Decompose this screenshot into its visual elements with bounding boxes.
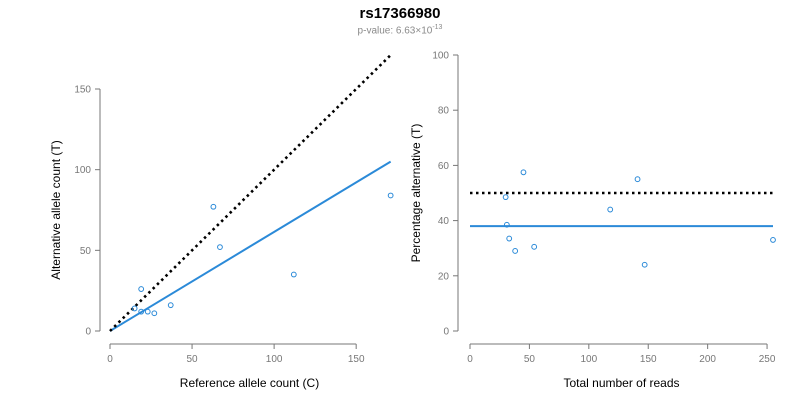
x-tick-label: 250 — [759, 354, 776, 365]
data-point — [770, 237, 776, 243]
x-tick-label: 0 — [107, 354, 113, 365]
data-point — [167, 302, 174, 309]
y-tick-label: 150 — [74, 85, 91, 96]
data-point — [503, 221, 510, 228]
chart-subtitle: p-value: 6.63×10-13 — [0, 24, 800, 36]
x-tick-label: 100 — [266, 354, 283, 365]
y-tick-label: 0 — [443, 327, 449, 338]
y-axis-title: Alternative allele count (T) — [49, 140, 63, 279]
y-tick-label: 100 — [432, 51, 449, 62]
data-point — [144, 308, 151, 315]
data-point — [520, 169, 527, 176]
y-tick-label: 20 — [438, 271, 450, 282]
x-tick-label: 100 — [580, 354, 597, 365]
x-axis-title: Total number of reads — [563, 376, 679, 390]
p-value-text: p-value: 6.63×10 — [357, 25, 433, 37]
fit-line — [109, 160, 392, 332]
data-point — [210, 203, 217, 210]
y-tick-label: 50 — [80, 246, 92, 257]
x-tick-label: 0 — [467, 354, 473, 365]
y-tick-label: 80 — [438, 106, 450, 117]
data-point — [512, 248, 519, 254]
data-point — [151, 310, 158, 317]
data-point — [290, 271, 297, 278]
data-point — [387, 192, 394, 199]
y-tick-label: 60 — [438, 161, 450, 172]
x-tick-label: 150 — [348, 354, 365, 365]
y-tick-label: 0 — [85, 327, 91, 338]
p-value-exponent: -13 — [432, 24, 443, 31]
data-point — [131, 305, 138, 312]
x-axis-title: Reference allele count (C) — [180, 376, 319, 390]
data-point — [634, 176, 641, 183]
x-tick-label: 200 — [699, 354, 716, 365]
y-axis-title: Percentage alternative (T) — [409, 124, 423, 263]
reference-dotted-line — [109, 54, 392, 332]
data-point — [217, 244, 223, 251]
data-point — [502, 194, 509, 201]
data-point — [607, 206, 614, 213]
data-point — [531, 243, 538, 250]
data-point — [641, 261, 648, 268]
x-tick-label: 50 — [186, 354, 198, 365]
y-tick-label: 40 — [438, 216, 450, 227]
data-point — [138, 286, 145, 292]
allele-count-scatter-panel: 0 50 100 150 0 50 100 150 Reference allele count… — [49, 54, 394, 390]
chart-title: rs17366980 — [359, 5, 441, 22]
data-point — [138, 308, 145, 315]
x-tick-label: 150 — [640, 354, 657, 365]
x-tick-label: 50 — [524, 354, 536, 365]
percentage-scatter-panel: 0 50 100 150 200 250 0 20 40 60 80 100 Total number … — [409, 51, 776, 390]
y-tick-label: 100 — [74, 165, 91, 176]
data-point — [506, 235, 513, 242]
